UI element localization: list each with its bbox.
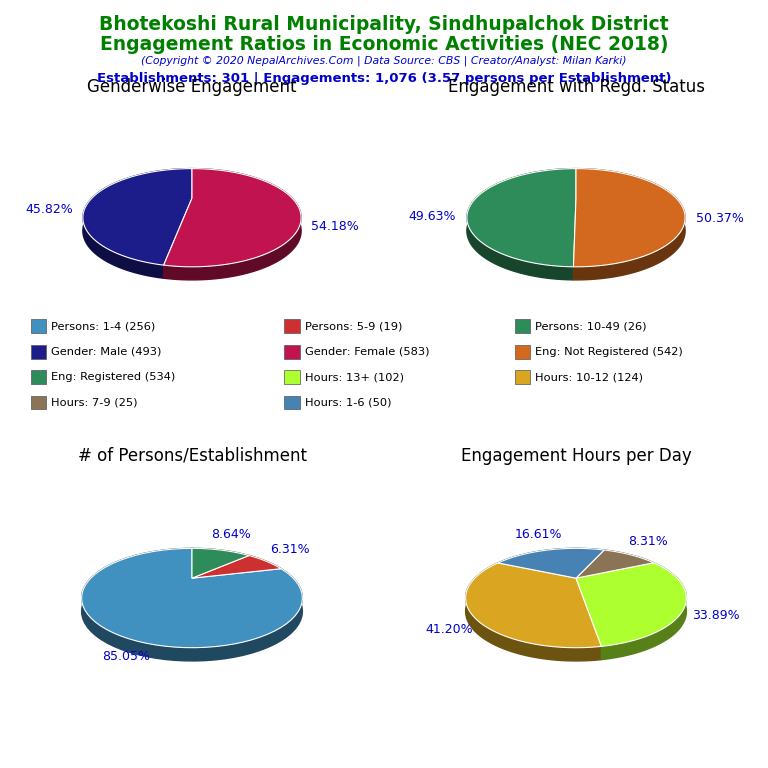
Polygon shape xyxy=(83,169,192,278)
Text: Engagement with Regd. Status: Engagement with Regd. Status xyxy=(448,78,704,96)
Text: 33.89%: 33.89% xyxy=(693,609,740,622)
Text: Bhotekoshi Rural Municipality, Sindhupalchok District: Bhotekoshi Rural Municipality, Sindhupal… xyxy=(99,15,669,35)
Text: Eng: Not Registered (542): Eng: Not Registered (542) xyxy=(535,346,683,357)
Text: Persons: 1-4 (256): Persons: 1-4 (256) xyxy=(51,321,156,332)
Polygon shape xyxy=(465,563,601,661)
Polygon shape xyxy=(465,563,601,647)
Text: Hours: 7-9 (25): Hours: 7-9 (25) xyxy=(51,397,138,408)
Text: 50.37%: 50.37% xyxy=(696,212,744,225)
Polygon shape xyxy=(81,548,303,661)
Text: 6.31%: 6.31% xyxy=(270,543,310,556)
Polygon shape xyxy=(164,169,301,280)
Polygon shape xyxy=(83,169,192,265)
Text: 8.31%: 8.31% xyxy=(628,535,668,548)
Text: 41.20%: 41.20% xyxy=(425,624,472,637)
Polygon shape xyxy=(576,563,687,647)
Polygon shape xyxy=(574,169,685,266)
Text: 54.18%: 54.18% xyxy=(311,220,359,233)
Polygon shape xyxy=(192,548,249,569)
Text: 8.64%: 8.64% xyxy=(211,528,251,541)
Text: (Copyright © 2020 NepalArchives.Com | Data Source: CBS | Creator/Analyst: Milan : (Copyright © 2020 NepalArchives.Com | Da… xyxy=(141,55,627,66)
Text: 45.82%: 45.82% xyxy=(25,203,73,216)
Polygon shape xyxy=(574,169,685,280)
Polygon shape xyxy=(604,550,654,576)
Text: Persons: 10-49 (26): Persons: 10-49 (26) xyxy=(535,321,647,332)
Polygon shape xyxy=(467,169,576,266)
Text: 85.05%: 85.05% xyxy=(102,650,150,663)
Text: Gender: Male (493): Gender: Male (493) xyxy=(51,346,162,357)
Polygon shape xyxy=(601,563,687,660)
Text: Engagement Ratios in Economic Activities (NEC 2018): Engagement Ratios in Economic Activities… xyxy=(100,35,668,54)
Text: Persons: 5-9 (19): Persons: 5-9 (19) xyxy=(305,321,402,332)
Polygon shape xyxy=(192,548,249,578)
Polygon shape xyxy=(467,169,576,280)
Text: Genderwise Engagement: Genderwise Engagement xyxy=(88,78,296,96)
Polygon shape xyxy=(576,550,654,578)
Polygon shape xyxy=(164,169,301,266)
Text: Gender: Female (583): Gender: Female (583) xyxy=(305,346,429,357)
Polygon shape xyxy=(249,555,281,582)
Text: Hours: 13+ (102): Hours: 13+ (102) xyxy=(305,372,404,382)
Text: Hours: 1-6 (50): Hours: 1-6 (50) xyxy=(305,397,392,408)
Polygon shape xyxy=(81,548,303,647)
Polygon shape xyxy=(498,548,604,576)
Text: Establishments: 301 | Engagements: 1,076 (3.57 persons per Establishment): Establishments: 301 | Engagements: 1,076… xyxy=(97,72,671,85)
Text: Hours: 10-12 (124): Hours: 10-12 (124) xyxy=(535,372,644,382)
Polygon shape xyxy=(192,555,281,578)
Text: Engagement Hours per Day: Engagement Hours per Day xyxy=(461,447,691,465)
Text: # of Persons/Establishment: # of Persons/Establishment xyxy=(78,447,306,465)
Polygon shape xyxy=(498,548,604,578)
Text: 49.63%: 49.63% xyxy=(409,210,455,223)
Text: Eng: Registered (534): Eng: Registered (534) xyxy=(51,372,176,382)
Text: 16.61%: 16.61% xyxy=(515,528,561,541)
